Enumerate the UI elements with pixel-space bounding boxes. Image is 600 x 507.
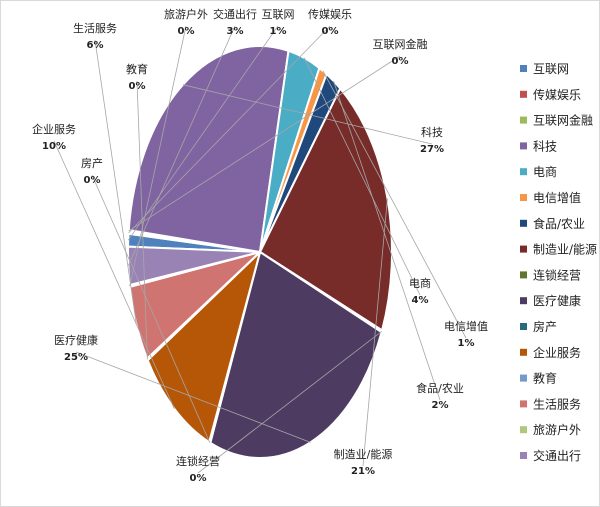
legend-entry: 教育 <box>533 371 557 386</box>
leader-line <box>333 80 441 401</box>
slice-percentage: 0% <box>178 26 195 37</box>
legend-entry: 交通出行 <box>533 448 581 463</box>
legend-entry: 连锁经营 <box>533 267 581 282</box>
slice-percentage: 0% <box>392 56 409 67</box>
slice-percentage: 0% <box>190 473 207 484</box>
legend-swatch <box>520 142 527 150</box>
leader-line <box>303 57 421 296</box>
legend-entry: 制造业/能源 <box>533 243 597 257</box>
legend-entry: 互联网 <box>533 62 569 76</box>
legend-swatch <box>520 452 527 459</box>
slice-percentage: 1% <box>458 338 475 349</box>
slice-label: 教育 <box>126 62 148 76</box>
leader-line <box>127 25 279 241</box>
legend-swatch <box>520 323 527 330</box>
legend-swatch <box>520 90 527 98</box>
slice-label: 食品/农业 <box>416 381 464 395</box>
legend-swatch <box>520 194 527 201</box>
legend-entry: 电信增值 <box>533 190 581 205</box>
leader-line <box>91 174 211 443</box>
slice-percentage: 6% <box>87 40 104 51</box>
legend-swatch <box>520 65 527 72</box>
slice-label: 传媒娱乐 <box>308 7 352 21</box>
legend-swatch <box>520 168 527 176</box>
slice-label: 制造业/能源 <box>334 447 393 461</box>
legend-entry: 房产 <box>533 319 557 334</box>
legend-swatch <box>520 426 527 434</box>
leader-line <box>53 140 175 409</box>
legend-swatch <box>520 245 527 253</box>
legend-entry: 传媒娱乐 <box>533 87 581 102</box>
legend-swatch <box>520 271 527 279</box>
legend-entry: 食品/农业 <box>533 216 585 231</box>
legend-swatch <box>520 116 527 124</box>
leader-line <box>127 25 236 267</box>
slice-percentage: 27% <box>420 144 444 155</box>
slice-label: 交通出行 <box>213 7 257 21</box>
legend-swatch <box>520 400 527 408</box>
slice-percentage: 3% <box>227 26 244 37</box>
leader-line <box>136 80 148 360</box>
legend-swatch <box>520 297 527 305</box>
leader-line <box>75 351 311 443</box>
slice-percentage: 2% <box>432 400 449 411</box>
slice-percentage: 0% <box>129 81 146 92</box>
slice-label: 科技 <box>421 125 443 139</box>
slice-percentage: 21% <box>351 466 375 477</box>
leader-line <box>182 84 433 145</box>
leader-line <box>197 330 383 474</box>
slice-label: 房产 <box>81 156 103 170</box>
slice-percentage: 10% <box>42 141 66 152</box>
slice-percentage: 1% <box>270 26 287 37</box>
leader-line <box>129 25 187 286</box>
slice-percentage: 4% <box>412 295 429 306</box>
slice-label: 电信增值 <box>444 319 488 333</box>
slice-label: 旅游户外 <box>164 7 208 21</box>
slice-label: 连锁经营 <box>176 454 220 468</box>
leader-line <box>128 25 331 234</box>
legend-swatch <box>520 374 527 382</box>
legend-entry: 企业服务 <box>533 345 581 360</box>
legend-entry: 科技 <box>533 139 557 153</box>
legend-entry: 生活服务 <box>533 396 581 411</box>
slice-label: 生活服务 <box>73 21 117 35</box>
leader-line <box>322 70 467 339</box>
slice-label: 互联网 <box>262 8 295 21</box>
leader-line <box>128 55 401 232</box>
legend-swatch <box>520 219 527 227</box>
slice-percentage: 25% <box>64 352 88 363</box>
slice-percentage: 0% <box>322 26 339 37</box>
legend-entry: 医疗健康 <box>533 293 581 308</box>
legend-entry: 旅游户外 <box>533 422 581 437</box>
legend-entry: 互联网金融 <box>533 113 593 128</box>
legend-swatch <box>520 348 527 356</box>
slice-label: 企业服务 <box>32 122 76 136</box>
leader-line <box>94 39 137 325</box>
legend-entry: 电商 <box>533 164 557 179</box>
leader-line <box>362 198 388 467</box>
slice-label: 医疗健康 <box>54 333 98 347</box>
slice-label: 互联网金融 <box>373 37 428 51</box>
slice-label: 电商 <box>409 276 431 290</box>
slice-percentage: 0% <box>84 175 101 186</box>
